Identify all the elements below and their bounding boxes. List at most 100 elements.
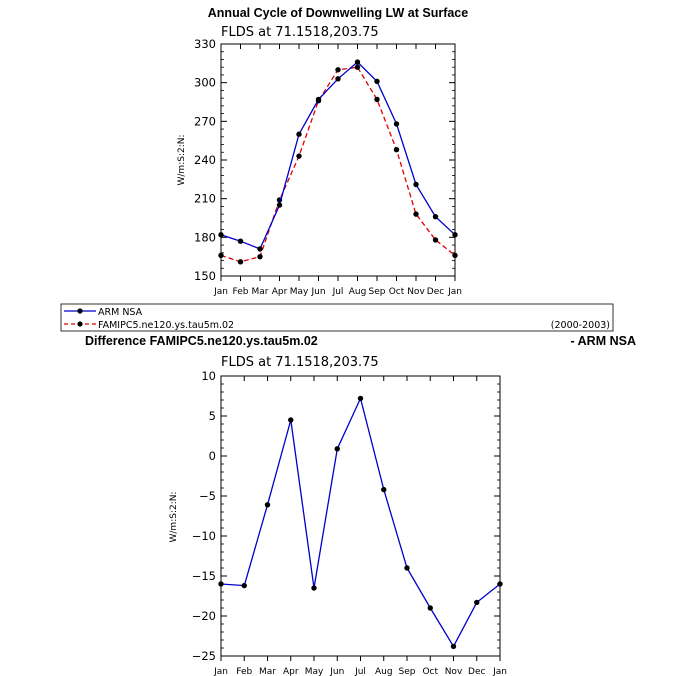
chart1-x-tick-label: Apr [272,287,288,297]
chart2-y-tick-label: −20 [192,609,216,623]
chart2-y-tick-label: −10 [192,529,216,543]
chart1-data-point [452,232,458,238]
chart2-axes: −25 −20 −15 −10 −5 0 5 10 Jan Feb Mar Apr May Jun Jul A… [192,369,507,676]
chart2-data-point [241,582,247,589]
chart1-subtitle: FLDS at 71.1518,203.75 [221,25,379,40]
chart1-data-point [432,214,439,220]
chart2-y-tick-label: 10 [201,369,216,383]
legend-marker-arm [77,308,83,314]
legend-box [60,303,614,332]
chart1-x-tick-label: Sep [369,287,386,297]
chart1-x-tick-label: Feb [233,287,249,297]
chart1-y-tick-label: 150 [194,269,216,283]
chart1-title: Annual Cycle of Downwelling LW at Surfac… [208,6,468,20]
chart1-y-tick-label: 300 [194,76,216,90]
chart2-x-tick-label: Jan [492,667,507,676]
chart1-series [218,59,458,265]
chart1-x-tick-label: Jan [213,287,228,297]
chart1-data-point [257,246,263,252]
chart2-x-tick-label: Sep [399,667,416,676]
chart2-data-point [334,446,340,452]
chart1-x-tick-label: Oct [389,287,405,297]
chart1-y-tick-label: 240 [194,153,216,167]
chart1-y-tick-label: 270 [194,114,216,128]
chart2-x-tick-label: Jan [213,667,228,676]
chart1-data-point [296,131,302,137]
chart2-x-tick-label: Mar [259,667,276,676]
chart2-x-tick-label: Apr [283,667,299,676]
chart2-data-point [404,565,410,571]
chart1-x-tick-label: Dec [427,287,444,297]
legend: ARM NSA FAMIPC5.ne120.ys.tau5m.02 (2000-… [60,303,614,332]
chart1-data-point [432,237,439,243]
chart1-data-point [374,78,380,85]
chart1-data-point [257,253,263,260]
chart1-data-point [218,252,224,259]
chart2-subtitle: FLDS at 71.1518,203.75 [221,355,379,370]
chart1-data-point [335,76,341,82]
legend-marker-model [77,321,83,327]
chart2-y-axis-label: W/m:S:2:N: [169,492,179,543]
chart1-data-point [393,146,400,153]
chart1-data-point [237,259,244,265]
annual-cycle-chart: Annual Cycle of Downwelling LW at Surfac… [177,6,468,297]
chart2-series-line-0 [220,396,501,648]
chart2-y-tick-label: 5 [209,409,216,423]
chart2-x-tick-label: Dec [468,667,485,676]
chart1-y-axis-label: W/m:S:2:N: [177,135,187,186]
chart2-x-tick-label: May [305,667,324,676]
chart1-data-point [354,64,361,70]
chart2-series [218,395,503,650]
chart1-data-point [296,153,302,159]
chart1-x-tick-label: Nov [407,287,425,297]
chart1-data-point [413,211,419,217]
chart1-data-point [413,181,419,188]
chart2-data-point [474,599,480,606]
chart1-x-tick-label: Jan [447,287,462,297]
chart2-y-tick-label: −5 [199,489,216,503]
chart2-title-right: - ARM NSA [570,334,636,348]
chart2-data-point [264,502,271,508]
chart1-data-point [237,238,244,244]
chart1-y-tick-label: 180 [194,230,216,244]
chart2-title: Difference FAMIPC5.ne120.ys.tau5m.02 [85,334,318,348]
chart2-y-tick-label: 0 [209,449,216,463]
chart1-y-tick-label: 330 [194,37,216,51]
chart1-x-tick-label: May [290,287,309,297]
chart1-data-point [335,67,341,73]
chart2-data-point [357,395,364,402]
chart2-x-tick-label: Aug [375,667,393,676]
chart2-data-point [218,581,224,587]
chart2-y-tick-label: −25 [192,649,216,663]
chart1-x-tick-label: Jul [332,287,344,297]
chart2-data-point [311,585,317,591]
chart1-data-point [218,232,224,238]
chart1-x-tick-label: Mar [252,287,269,297]
chart1-data-point [354,59,361,65]
chart2-y-tick-label: −15 [192,569,216,583]
chart2-data-point [288,417,294,423]
chart2-x-tick-label: Feb [236,667,252,676]
chart1-data-point [276,202,283,208]
chart1-x-tick-label: Jun [310,287,325,297]
chart2-plot-frame [220,375,501,657]
chart1-data-point [393,121,400,127]
chart1-data-point [452,252,458,259]
chart1-series-line-0 [220,61,456,250]
difference-chart: Difference FAMIPC5.ne120.ys.tau5m.02 - A… [85,334,636,676]
legend-period: (2000-2003) [551,320,610,331]
chart1-data-point [315,96,322,103]
legend-label-model: FAMIPC5.ne120.ys.tau5m.02 [98,320,234,331]
chart2-x-tick-label: Nov [445,667,463,676]
chart2-x-tick-label: Jul [354,667,366,676]
chart1-data-point [374,96,380,103]
chart2-data-point [427,605,433,611]
chart1-y-tick-label: 210 [194,192,216,206]
chart2-x-tick-label: Jun [329,667,344,676]
chart2-data-point [497,581,503,587]
chart1-series-line-1 [220,66,456,263]
chart1-axes: 150 180 210 240 270 300 330 Jan Feb Mar Apr May Jun J… [194,37,462,297]
legend-label-arm: ARM NSA [98,307,143,318]
chart2-data-point [381,486,387,493]
